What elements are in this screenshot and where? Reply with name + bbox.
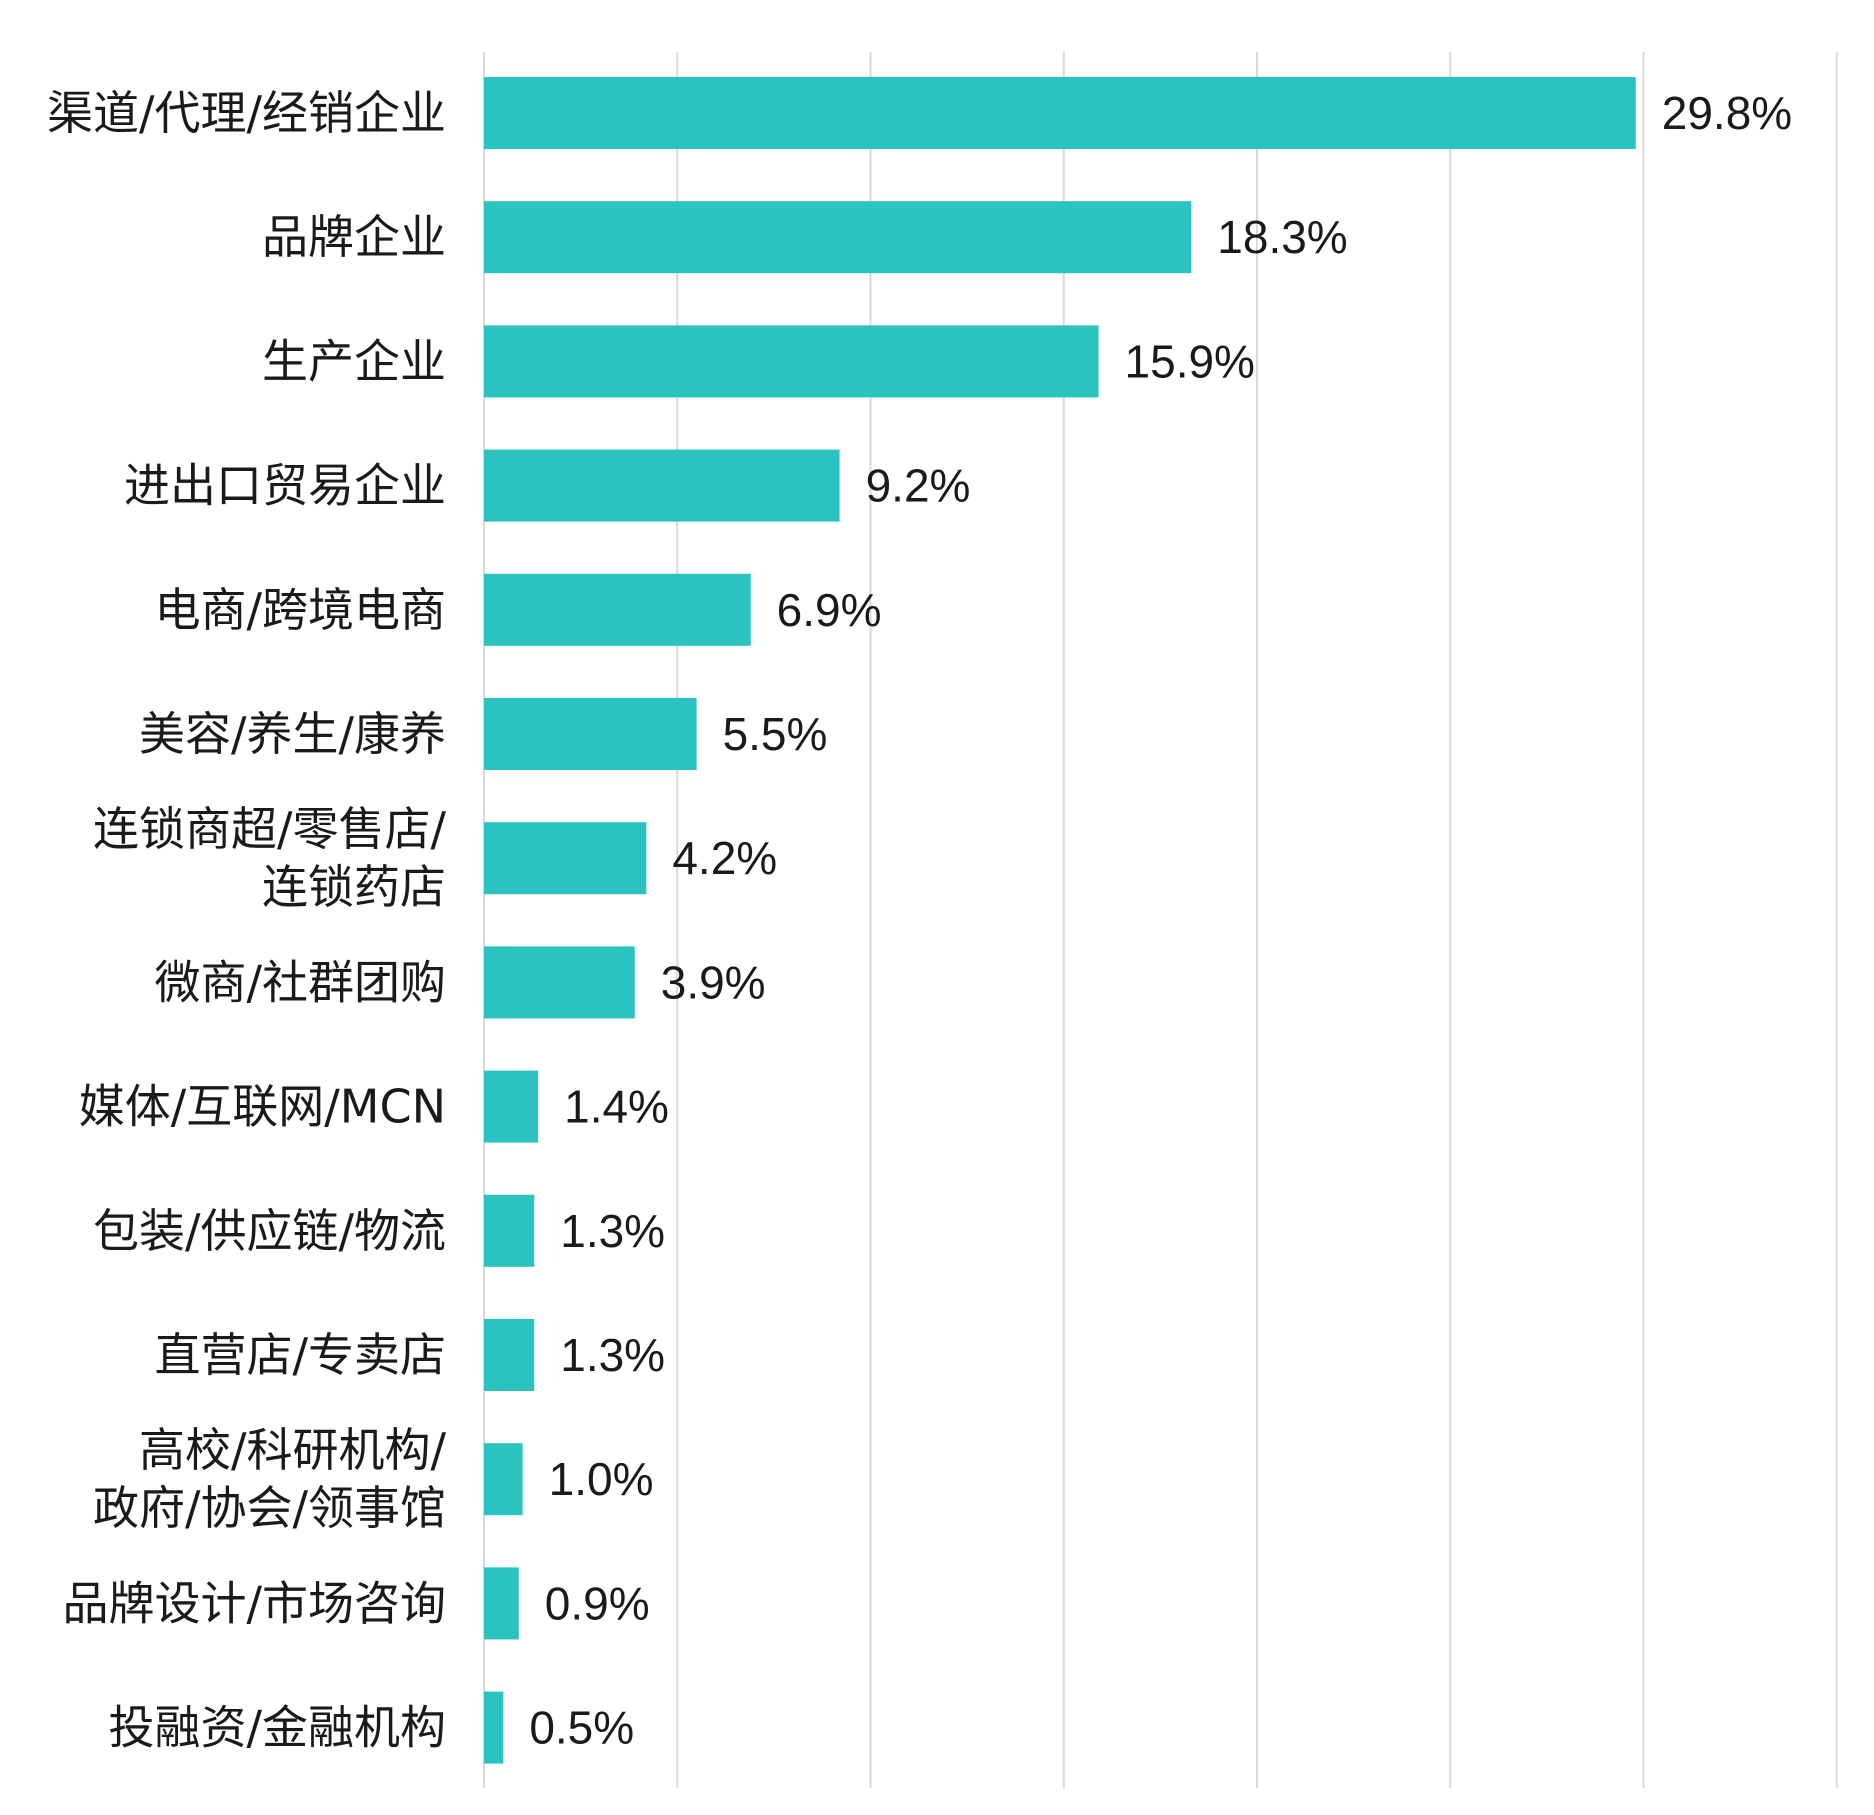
label-layer: 29.8% 渠道/代理/经销企业 18.3% 品牌企业 15.9% 生产企业 9.2% 进出口… — [47, 86, 1792, 1755]
category-label: 连锁商超/零售店/ — [93, 802, 446, 856]
bar — [484, 449, 840, 522]
bar — [484, 1194, 535, 1267]
bar — [484, 573, 751, 646]
category-label: 连锁药店 — [262, 860, 446, 914]
bar — [484, 201, 1192, 274]
bar-layer — [484, 77, 1636, 1764]
category-label: 品牌设计/市场咨询 — [63, 1576, 447, 1630]
data-label: 1.3% — [560, 1205, 665, 1257]
data-label: 0.5% — [529, 1702, 634, 1754]
bar — [484, 325, 1099, 398]
bar — [484, 1319, 535, 1391]
data-label: 29.8% — [1662, 87, 1792, 139]
category-label: 微商/社群团购 — [155, 955, 447, 1009]
data-label: 3.9% — [661, 956, 766, 1008]
category-label: 渠道/代理/经销企业 — [47, 86, 446, 140]
category-label: 直营店/专卖店 — [155, 1328, 447, 1382]
category-label: 品牌企业 — [262, 210, 446, 264]
category-label: 媒体/互联网/MCN — [79, 1080, 446, 1134]
category-label: 包装/供应链/物流 — [93, 1204, 446, 1258]
category-label: 电商/跨境电商 — [155, 583, 447, 637]
data-label: 5.5% — [723, 708, 828, 760]
data-label: 1.4% — [564, 1081, 669, 1133]
bar — [484, 77, 1636, 149]
bar — [484, 1443, 523, 1516]
data-label: 9.2% — [866, 460, 971, 512]
category-label: 高校/科研机构/ — [139, 1423, 446, 1477]
data-label: 1.0% — [549, 1453, 654, 1505]
grid-layer — [483, 52, 1838, 1788]
data-label: 4.2% — [672, 832, 777, 884]
bar — [484, 946, 635, 1019]
category-label: 政府/协会/领事馆 — [93, 1481, 446, 1535]
bar — [484, 1567, 519, 1640]
category-label: 美容/养生/康养 — [139, 707, 446, 761]
data-label: 15.9% — [1125, 335, 1255, 387]
category-label: 投融资/金融机构 — [109, 1701, 447, 1755]
data-label: 6.9% — [777, 584, 882, 636]
bar — [484, 698, 697, 770]
data-label: 0.9% — [545, 1577, 650, 1629]
bar — [484, 1070, 539, 1143]
category-label: 生产企业 — [262, 334, 446, 388]
bar — [484, 1691, 504, 1764]
data-label: 18.3% — [1217, 211, 1347, 263]
category-label: 进出口贸易企业 — [124, 459, 446, 513]
bar — [484, 822, 647, 895]
data-label: 1.3% — [560, 1329, 665, 1381]
